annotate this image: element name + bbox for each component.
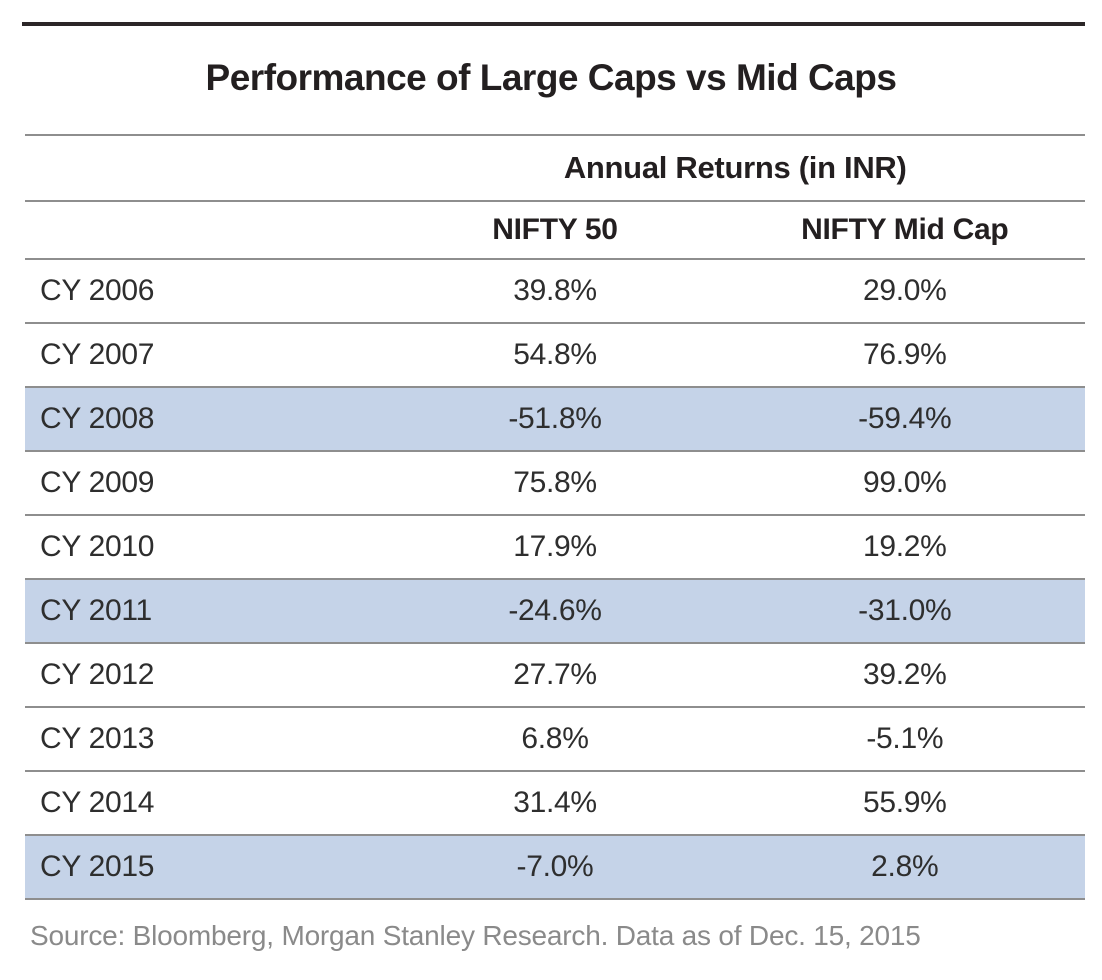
table-row: CY 2014 31.4% 55.9% [25,770,1085,834]
table-row: CY 2015 -7.0% 2.8% [25,834,1085,898]
nifty50-cell: 75.8% [513,466,597,499]
midcap-cell: 55.9% [862,786,947,819]
year-cell: CY 2015 [40,850,155,883]
year-cell: CY 2007 [40,338,155,371]
source-note: Source: Bloomberg, Morgan Stanley Resear… [30,920,921,951]
table-row: CY 2012 27.7% 39.2% [25,642,1085,706]
nifty50-cell: 39.8% [513,274,597,307]
returns-table: Annual Returns (in INR) NIFTY 50 NIFTY M… [25,134,1085,900]
year-cell: CY 2009 [40,466,155,499]
year-cell: CY 2012 [40,658,155,691]
table-row: CY 2011 -24.6% -31.0% [25,578,1085,642]
table-row: CY 2007 54.8% 76.9% [25,322,1085,386]
year-cell: CY 2013 [40,722,155,755]
nifty50-cell: -24.6% [508,594,602,627]
year-cell: CY 2011 [40,594,152,627]
midcap-cell: 2.8% [871,850,939,883]
midcap-cell: -31.0% [858,594,952,627]
midcap-cell: 76.9% [862,338,947,371]
midcap-cell: -5.1% [866,722,944,755]
year-cell: CY 2008 [40,402,155,435]
midcap-column-header: NIFTY Mid Cap [801,213,1009,246]
midcap-cell: 19.2% [862,530,947,563]
nifty50-cell: -7.0% [516,850,594,883]
nifty50-cell: 6.8% [521,722,589,755]
table-body: CY 2006 39.8% 29.0% CY 2007 54.8% 76.9% CY 200… [25,258,1085,898]
midcap-cell: 29.0% [862,274,947,307]
year-cell: CY 2010 [40,530,155,563]
table-group-header-row: Annual Returns (in INR) [25,134,1085,200]
nifty50-cell: -51.8% [508,402,602,435]
midcap-cell: -59.4% [858,402,952,435]
nifty50-column-header: NIFTY 50 [492,213,618,246]
nifty50-cell: 31.4% [513,786,597,819]
midcap-cell: 39.2% [862,658,947,691]
year-cell: CY 2006 [40,274,155,307]
table-row: CY 2009 75.8% 99.0% [25,450,1085,514]
year-cell: CY 2014 [40,786,155,819]
nifty50-cell: 27.7% [513,658,597,691]
table-column-header-row: NIFTY 50 NIFTY Mid Cap [25,200,1085,258]
table-row: CY 2008 -51.8% -59.4% [25,386,1085,450]
midcap-cell: 99.0% [862,466,947,499]
table-row: CY 2010 17.9% 19.2% [25,514,1085,578]
nifty50-cell: 54.8% [513,338,597,371]
nifty50-cell: 17.9% [513,530,597,563]
group-header-label: Annual Returns (in INR) [563,150,907,185]
table-row: CY 2006 39.8% 29.0% [25,258,1085,322]
top-rule-divider [22,22,1085,26]
page-title: Performance of Large Caps vs Mid Caps [205,57,897,98]
table-row: CY 2013 6.8% -5.1% [25,706,1085,770]
